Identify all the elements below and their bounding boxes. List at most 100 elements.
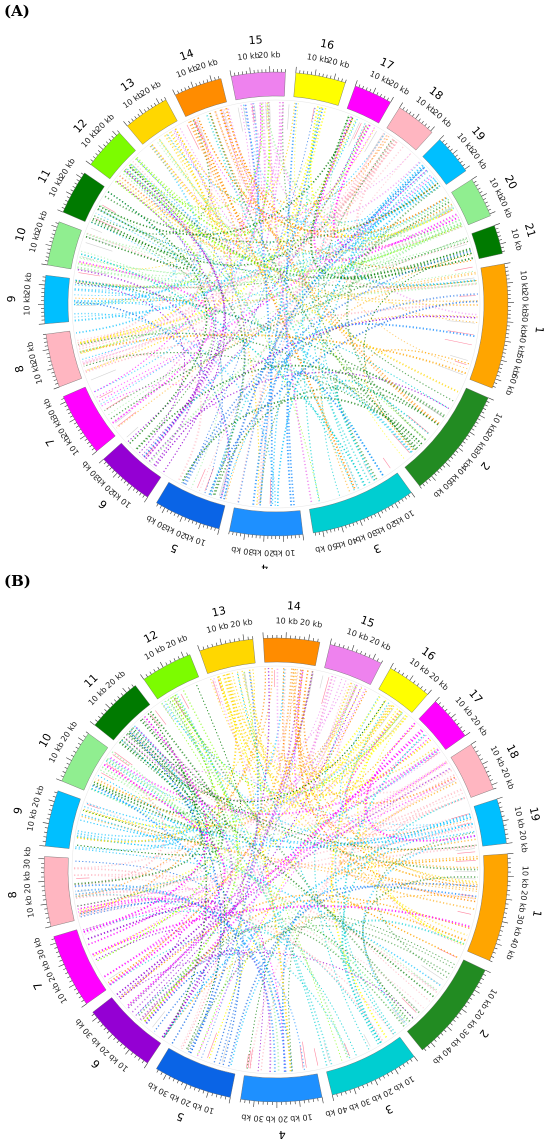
synteny-link	[78, 668, 266, 915]
tick-mark	[352, 522, 355, 526]
tick-mark	[104, 709, 107, 712]
synteny-link	[75, 668, 273, 898]
tick-mark	[398, 670, 401, 674]
tick-mark	[360, 651, 362, 655]
tick-mark	[45, 256, 49, 258]
track-mark	[180, 693, 190, 709]
tick-mark	[55, 383, 59, 385]
tick-mark	[57, 209, 64, 213]
tick-mark	[347, 646, 349, 650]
tick-mark	[44, 908, 48, 910]
synteny-link	[77, 328, 264, 506]
synteny-link	[317, 681, 464, 828]
synteny-link	[74, 212, 209, 318]
tick-mark	[59, 959, 63, 962]
tick-mark	[169, 660, 172, 664]
chromosome-label-7: 7	[43, 436, 58, 449]
synteny-link	[301, 106, 321, 502]
synteny-link	[242, 104, 441, 232]
tick-mark	[465, 732, 471, 736]
tick-mark	[363, 518, 366, 522]
synteny-link	[124, 169, 226, 458]
tick-mark	[437, 470, 440, 474]
synteny-link	[107, 757, 473, 846]
track-mark	[87, 236, 116, 248]
tick-mark	[48, 809, 52, 811]
tick-mark	[138, 1057, 141, 1061]
synteny-link	[107, 215, 458, 416]
synteny-link	[80, 108, 327, 355]
synteny-link	[197, 117, 439, 232]
synteny-link	[303, 670, 456, 804]
tick-mark	[469, 431, 475, 436]
tick-label: 20 kb	[517, 890, 529, 913]
link-layer	[73, 102, 479, 507]
tick-mark	[391, 504, 394, 508]
tick-mark	[112, 470, 115, 473]
synteny-link	[76, 749, 440, 850]
synteny-link	[226, 102, 266, 199]
tick-mark	[160, 1072, 163, 1075]
tick-mark	[496, 231, 500, 234]
synteny-link	[166, 133, 440, 224]
synteny-link	[339, 695, 471, 831]
tick-mark	[65, 199, 69, 202]
track-mark	[207, 1032, 217, 1059]
tick-mark	[47, 368, 54, 371]
track-mark	[344, 1042, 350, 1057]
track-mark	[457, 910, 472, 915]
tick-label: 20 kb	[387, 78, 411, 97]
track-mark	[353, 122, 362, 140]
track-mark	[173, 697, 186, 716]
synteny-link	[294, 668, 478, 886]
chromosome-block-7	[63, 386, 116, 452]
tick-mark	[358, 1086, 360, 1090]
tick-mark	[145, 674, 148, 677]
chromosome-label-12: 12	[71, 117, 90, 136]
tick-mark	[473, 425, 477, 428]
synteny-link	[161, 703, 244, 1057]
synteny-link	[182, 670, 262, 815]
tick-mark	[58, 964, 65, 968]
tick-mark	[109, 467, 112, 470]
synteny-link	[330, 711, 403, 1040]
synteny-link	[329, 115, 450, 234]
tick-label: 10 kb	[509, 228, 523, 252]
tick-mark	[137, 113, 140, 117]
chromosome-label-15: 15	[359, 613, 377, 630]
tick-mark	[189, 1085, 192, 1089]
tick-mark	[501, 815, 505, 817]
synteny-link	[165, 700, 343, 1062]
chromosome-label-9: 9	[5, 295, 18, 302]
tick-mark	[147, 107, 150, 110]
tick-label: 10 kb	[520, 866, 530, 889]
tick-mark	[134, 1055, 137, 1058]
track-mark	[196, 468, 206, 488]
tick-mark	[367, 517, 369, 521]
tick-mark	[156, 503, 159, 507]
synteny-link	[356, 140, 463, 247]
track-mark	[435, 207, 452, 217]
track-mark	[391, 1008, 405, 1024]
chromosome-label-14: 14	[286, 599, 301, 613]
track-mark	[249, 1048, 253, 1069]
tick-mark	[143, 1063, 148, 1069]
track-mark	[194, 121, 203, 139]
tick-mark	[69, 415, 73, 418]
tick-mark	[95, 719, 98, 722]
synteny-link	[193, 118, 357, 491]
track-mark	[122, 740, 143, 758]
synteny-link	[79, 801, 162, 917]
tick-mark	[469, 997, 473, 1000]
tick-mark	[455, 450, 459, 453]
tick-mark	[462, 164, 466, 167]
synteny-link	[266, 102, 462, 237]
tick-mark	[345, 79, 347, 83]
track-mark	[308, 673, 314, 700]
chromosome-block-14	[263, 637, 321, 666]
synteny-link	[300, 670, 472, 836]
synteny-link	[313, 116, 458, 262]
tick-mark	[170, 511, 173, 515]
track-mark	[218, 469, 228, 496]
tick-mark	[341, 78, 343, 82]
